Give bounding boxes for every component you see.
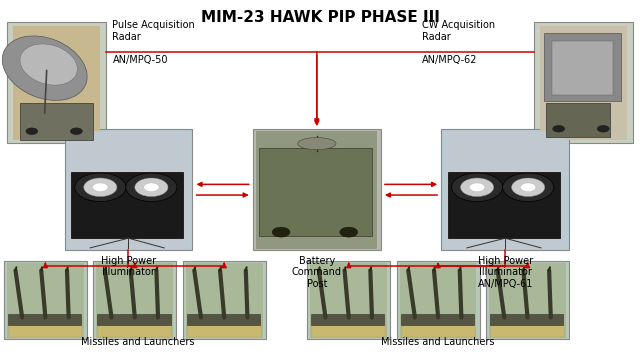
FancyBboxPatch shape: [534, 22, 633, 143]
Circle shape: [597, 125, 609, 132]
Circle shape: [340, 227, 358, 237]
FancyBboxPatch shape: [8, 314, 81, 325]
FancyBboxPatch shape: [259, 149, 372, 236]
FancyBboxPatch shape: [186, 263, 262, 338]
Text: MIM-23 HAWK PIP PHASE III: MIM-23 HAWK PIP PHASE III: [200, 10, 440, 25]
FancyBboxPatch shape: [402, 319, 474, 337]
Circle shape: [272, 227, 290, 237]
FancyBboxPatch shape: [401, 314, 474, 325]
FancyBboxPatch shape: [4, 261, 87, 339]
Text: Missiles and Launchers: Missiles and Launchers: [381, 337, 495, 347]
FancyBboxPatch shape: [9, 319, 82, 337]
FancyBboxPatch shape: [68, 131, 189, 248]
FancyBboxPatch shape: [256, 131, 378, 248]
FancyBboxPatch shape: [540, 26, 627, 140]
Circle shape: [70, 128, 83, 135]
Circle shape: [511, 178, 545, 197]
FancyBboxPatch shape: [546, 103, 610, 137]
FancyBboxPatch shape: [400, 263, 476, 338]
FancyBboxPatch shape: [13, 26, 100, 140]
Circle shape: [93, 183, 108, 192]
Circle shape: [502, 173, 554, 202]
FancyBboxPatch shape: [7, 263, 84, 338]
Circle shape: [26, 128, 38, 135]
FancyBboxPatch shape: [491, 319, 564, 337]
FancyBboxPatch shape: [71, 171, 183, 238]
FancyBboxPatch shape: [253, 129, 381, 250]
Ellipse shape: [20, 44, 77, 85]
FancyBboxPatch shape: [187, 314, 260, 325]
FancyBboxPatch shape: [442, 129, 569, 250]
FancyBboxPatch shape: [486, 261, 569, 339]
FancyBboxPatch shape: [182, 261, 266, 339]
FancyBboxPatch shape: [188, 319, 260, 337]
Text: CW Acquisition
Radar

AN/MPQ-62: CW Acquisition Radar AN/MPQ-62: [422, 20, 495, 65]
Text: Missiles and Launchers: Missiles and Launchers: [81, 337, 195, 347]
FancyBboxPatch shape: [490, 314, 563, 325]
Circle shape: [84, 178, 117, 197]
FancyBboxPatch shape: [310, 263, 387, 338]
Ellipse shape: [3, 36, 87, 100]
FancyBboxPatch shape: [97, 314, 170, 325]
FancyBboxPatch shape: [397, 261, 479, 339]
Circle shape: [135, 178, 168, 197]
Text: High Power
Illuminator: High Power Illuminator: [101, 256, 156, 277]
FancyBboxPatch shape: [489, 263, 566, 338]
Circle shape: [144, 183, 159, 192]
FancyBboxPatch shape: [97, 263, 173, 338]
FancyBboxPatch shape: [445, 131, 566, 248]
Circle shape: [452, 173, 502, 202]
Circle shape: [75, 173, 126, 202]
FancyBboxPatch shape: [7, 22, 106, 143]
FancyBboxPatch shape: [544, 33, 621, 101]
Circle shape: [553, 125, 564, 132]
FancyBboxPatch shape: [448, 171, 560, 238]
FancyBboxPatch shape: [312, 314, 385, 325]
Text: Pulse Acquisition
Radar

AN/MPQ-50: Pulse Acquisition Radar AN/MPQ-50: [113, 20, 195, 65]
Circle shape: [469, 183, 484, 192]
Text: High Power
Illuminator
AN/MPQ-61: High Power Illuminator AN/MPQ-61: [477, 256, 533, 289]
Circle shape: [520, 183, 536, 192]
FancyBboxPatch shape: [99, 319, 172, 337]
Circle shape: [461, 178, 493, 197]
Circle shape: [126, 173, 177, 202]
FancyBboxPatch shape: [93, 261, 176, 339]
Ellipse shape: [298, 137, 336, 150]
FancyBboxPatch shape: [65, 129, 192, 250]
Text: Battery
Command
Post: Battery Command Post: [292, 256, 342, 289]
FancyBboxPatch shape: [552, 42, 613, 95]
FancyBboxPatch shape: [307, 261, 390, 339]
FancyBboxPatch shape: [20, 103, 93, 140]
FancyBboxPatch shape: [312, 319, 385, 337]
